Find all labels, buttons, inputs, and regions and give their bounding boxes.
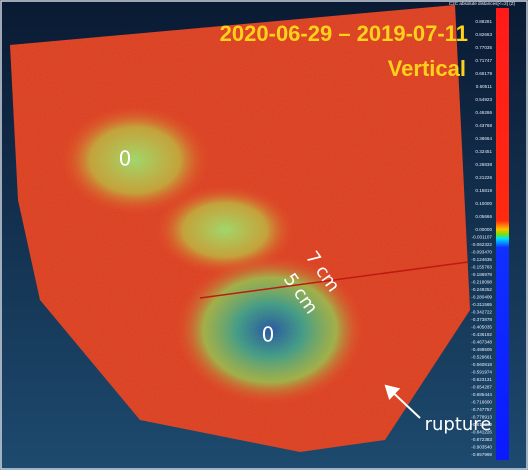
scale-label: 0.77035 — [475, 45, 492, 50]
annotation: rupture — [425, 414, 492, 435]
scale-label: -0.405035 — [471, 325, 492, 330]
scale-label: -0.747757 — [471, 407, 492, 412]
scale-label: 0.82663 — [475, 32, 492, 37]
scale-label: 0.43768 — [475, 123, 492, 128]
scale-label: -0.093470 — [471, 250, 492, 255]
scale-label: 0.21226 — [475, 175, 492, 180]
scale-label: -0.124635 — [471, 257, 492, 262]
subtitle: Vertical — [388, 56, 466, 81]
viewer: C2C absolute distances[<=2] (Z) 0.88281 0… — [0, 0, 528, 470]
scale-label: 0.49286 — [475, 110, 492, 115]
scale-label: -0.957969 — [471, 452, 492, 457]
scale-label: 0.88281 — [475, 19, 492, 24]
scale-label: 0.15819 — [475, 188, 492, 193]
annotation: 0 — [262, 323, 275, 347]
scale-label: 0.00000 — [475, 227, 492, 232]
scale-label: -0.373878 — [471, 317, 492, 322]
scale-label: 0.54923 — [475, 97, 492, 102]
scale-label: 0.26838 — [475, 162, 492, 167]
scale-label: 0.66179 — [475, 71, 492, 76]
scale-label: -0.186978 — [471, 272, 492, 277]
scale-label: -0.623131 — [471, 377, 492, 382]
scale-label: -0.062322 — [471, 242, 492, 247]
scale-label: -0.467348 — [471, 340, 492, 345]
scale-label: -0.654287 — [471, 385, 492, 390]
scale-label: -0.716600 — [471, 400, 492, 405]
scale-label: -0.498505 — [471, 347, 492, 352]
scale-label: -0.872383 — [471, 437, 492, 442]
scale-label: -0.311565 — [472, 302, 493, 307]
title: 2020-06-29 – 2019-07-11 — [220, 21, 468, 46]
scale-label: -0.903540 — [471, 445, 492, 450]
scale-title: C2C absolute distances[<=2] (Z) — [449, 1, 516, 6]
scale-label: -0.685444 — [471, 392, 492, 397]
annotation: 0 — [119, 147, 132, 171]
scale-label: 0.10000 — [475, 201, 492, 206]
scale-label: 0.38664 — [475, 136, 492, 141]
scale-label: 0.60511 — [476, 84, 493, 89]
scale-label: -0.560818 — [471, 362, 492, 367]
scale-label: -0.218098 — [471, 280, 492, 285]
scale-label: -0.280409 — [471, 295, 492, 300]
scale-label: -0.031107 — [472, 235, 493, 240]
scale-label: 0.32451 — [475, 149, 492, 154]
color-scale-bar — [496, 8, 509, 460]
scale-label: -0.342722 — [471, 310, 492, 315]
scale-label: 0.71747 — [475, 58, 492, 63]
scale-label: -0.249252 — [471, 287, 492, 292]
scale-label: -0.529661 — [471, 355, 492, 360]
scale-label: -0.591974 — [471, 370, 492, 375]
scale-label: -0.155783 — [471, 265, 492, 270]
scale-label: 0.05666 — [475, 214, 492, 219]
scale-label: -0.436192 — [471, 332, 492, 337]
